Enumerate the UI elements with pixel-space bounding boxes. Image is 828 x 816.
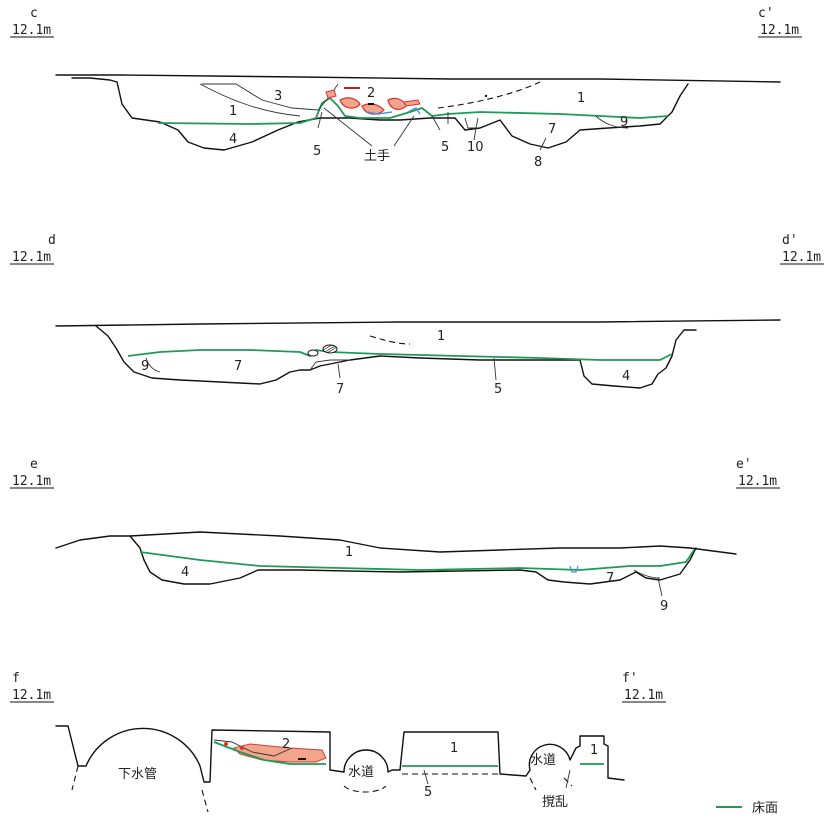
section-c-layer-label-10: 10 — [467, 140, 484, 155]
section-f-layer-label-1a: 1 — [450, 741, 458, 756]
section-c-leader-dote-left — [323, 107, 373, 147]
section-f-water-label-2: 水道 — [530, 753, 556, 768]
section-d-layer-7-boundary — [309, 359, 350, 371]
section-c-burnt-deposits — [325, 87, 488, 115]
section-d-left-label: d — [48, 233, 56, 248]
section-d-leader-7 — [337, 363, 341, 379]
section-c-leader-5-right — [431, 115, 441, 131]
section-c-layer-label-5b: 5 — [441, 140, 449, 155]
section-c-layer-3-boundary — [202, 83, 339, 111]
section-d-layer-label-4: 4 — [622, 369, 630, 384]
section-f-water-label-1: 水道 — [348, 765, 374, 780]
section-f-leader-5 — [423, 769, 429, 785]
section-e-pit-outline — [129, 535, 697, 585]
section-f-red-dot-b — [240, 746, 244, 750]
section-c-dote-label: 土手 — [364, 149, 390, 164]
section-d-layer-9-boundary — [145, 357, 161, 373]
section-c-left-label: c — [30, 6, 38, 21]
section-c-layer-1-boundary — [199, 83, 301, 117]
legend: 床面 — [716, 801, 778, 816]
section-c-left-elevation: 12.1m — [12, 23, 51, 38]
section-d-layer-label-9: 9 — [141, 359, 149, 374]
section-c-layer-label-7: 7 — [548, 122, 556, 137]
section-d-layer-label-7a: 7 — [234, 359, 242, 374]
section-e-layer-9-boundary — [633, 569, 661, 579]
section-f-outline — [55, 725, 625, 783]
section-d-left-elevation: 12.1m — [12, 250, 51, 265]
section-f-right-elevation: 12.1m — [624, 688, 663, 703]
section-f-layer-label-2: 2 — [282, 737, 290, 752]
section-e-layer-label-7: 7 — [606, 571, 614, 586]
section-e-leader-9 — [657, 577, 663, 597]
section-d-pit-outline — [95, 325, 697, 389]
section-d-leader-5 — [493, 357, 497, 381]
section-d-right-label: d' — [782, 233, 798, 248]
section-c-layer-label-4: 4 — [229, 132, 237, 147]
section-c-layer-label-2: 2 — [367, 86, 375, 101]
section-f-sewer-label: 下水管 — [118, 767, 157, 782]
section-c-layer-10-cut — [464, 117, 479, 129]
section-f-water2-dash — [529, 777, 573, 791]
section-e-ground-line — [55, 531, 737, 555]
section-f-water1-dash — [343, 785, 387, 793]
section-e-layer-label-4: 4 — [181, 565, 189, 580]
section-d-layer-label-5: 5 — [494, 382, 502, 397]
section-c-layer-label-3: 3 — [274, 89, 282, 104]
section-d-dashed-boundary — [369, 335, 411, 345]
section-e-left-label: e — [30, 457, 38, 472]
section-f-right-label: f' — [622, 671, 638, 686]
section-c-leader-dote-right — [393, 115, 415, 147]
section-f: f 12.1m f' 12.1m 2 1 1 5 下水管 水道 水道 撹乱 — [10, 671, 666, 813]
section-c-layer-label-1a: 1 — [229, 104, 237, 119]
section-e-right-label: e' — [736, 457, 752, 472]
section-c-layer-9-boundary — [595, 115, 629, 129]
section-f-disturb-label: 撹乱 — [542, 795, 568, 810]
section-d-layer-label-1: 1 — [437, 329, 445, 344]
section-f-left-label: f — [12, 671, 20, 686]
section-f-left-elevation: 12.1m — [12, 688, 51, 703]
section-f-red-dot-a — [224, 742, 228, 746]
section-c-right-label: c' — [758, 6, 774, 21]
section-d: d 12.1m d' 12.1m 1 9 7 7 5 4 — [10, 233, 824, 397]
section-f-sewer-dash-left — [71, 765, 79, 791]
section-c-pit-outline — [71, 77, 689, 151]
section-d-layer-label-7b: 7 — [336, 382, 344, 397]
legend-floor-label: 床面 — [752, 801, 778, 816]
section-f-floor-line-a — [213, 741, 326, 765]
section-c-layer-label-9: 9 — [620, 115, 628, 130]
section-e-layer-label-1: 1 — [345, 545, 353, 560]
section-f-leader-disturb — [565, 769, 571, 789]
section-d-right-elevation: 12.1m — [782, 250, 821, 265]
section-c-leader-10 — [473, 127, 477, 141]
section-c-ground-line — [55, 74, 781, 83]
section-c-right-elevation: 12.1m — [760, 23, 799, 38]
section-d-stone-symbols — [307, 344, 338, 357]
section-c-leader-8 — [539, 137, 547, 151]
section-e-right-elevation: 12.1m — [738, 474, 777, 489]
section-f-layer-2-boundary — [213, 739, 293, 757]
section-f-sewer-dash-right — [201, 789, 209, 813]
section-d-ground-line — [55, 319, 781, 327]
section-c: c 12.1m c' 12.1m — [10, 6, 802, 170]
section-e-floor-line — [139, 549, 695, 571]
section-e-left-elevation: 12.1m — [12, 474, 51, 489]
section-f-layer-label-5: 5 — [424, 785, 432, 800]
section-c-floor-line — [157, 97, 669, 125]
section-c-leader-5-left — [317, 111, 323, 129]
section-c-dashed-boundary — [437, 81, 541, 109]
section-f-layer-label-1b: 1 — [590, 743, 598, 758]
section-c-layer-label-1b: 1 — [577, 91, 585, 106]
section-f-black-mark — [298, 758, 306, 760]
section-e-layer-label-9: 9 — [660, 599, 668, 614]
section-c-layer-label-5a: 5 — [313, 144, 321, 159]
section-e-blue-mark — [569, 565, 579, 573]
section-d-floor-line — [127, 349, 673, 361]
section-c-layer-label-8: 8 — [534, 155, 542, 170]
section-e: e 12.1m e' 12.1m 1 4 7 9 — [10, 457, 780, 614]
